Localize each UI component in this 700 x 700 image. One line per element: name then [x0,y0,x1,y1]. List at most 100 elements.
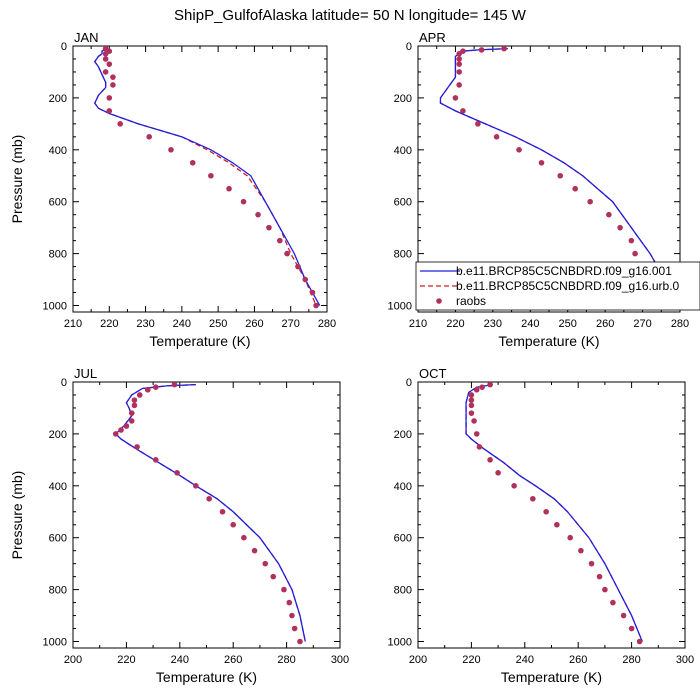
raobs-point [284,250,290,257]
raobs-point [286,599,293,606]
y-tick-label: 800 [394,249,412,261]
raobs-point [144,386,151,393]
raobs-point [628,237,635,244]
raobs-point [240,198,247,205]
y-tick-label: 600 [394,197,412,209]
raobs-point [255,211,261,218]
x-tick-label: 210 [409,318,427,330]
y-tick-label: 600 [49,533,67,545]
raobs-point [208,172,214,179]
raobs-point [578,547,584,554]
raobs-point [146,134,152,140]
legend-label: b.e11.BRCP85C5CNBDRD.f09_g16.001 [456,264,672,278]
raobs-point [262,560,269,567]
figure-title: ShipP_GulfofAlaska latitude= 50 N longit… [174,7,527,24]
raobs-point [493,134,500,140]
raobs-point [241,534,247,541]
raobs-point [456,82,462,88]
raobs-point [106,108,113,114]
raobs-point [206,495,212,502]
raobs-point [452,95,459,101]
series-group [465,382,643,645]
raobs-point [468,397,475,403]
panel-jul: JUL 200 220 240 260 280 300 0 200 400 600 800 1000 Te… [9,366,349,685]
raobs-point [636,638,643,645]
x-axis-label: Temperature (K) [498,333,599,349]
raobs-point [588,560,595,567]
raobs-point [110,74,116,80]
x-axis-label: Temperature (K) [149,333,250,349]
raobs-point [193,483,199,489]
raobs-point [189,159,196,166]
raobs-point [468,410,475,416]
raobs-point [456,50,462,57]
raobs-point [596,573,603,580]
raobs-point [628,625,635,632]
raobs-point [277,237,283,244]
raobs-point [112,431,119,437]
x-tick-label: 260 [569,654,587,666]
y-tick-label: 200 [49,93,67,105]
x-tick-label: 300 [331,654,349,666]
raobs-point [128,410,135,416]
raobs-point [487,457,493,463]
raobs-point [266,224,272,231]
raobs-point [281,586,287,593]
x-tick-label: 230 [484,318,502,330]
raobs-point [516,147,522,153]
x-tick-label: 250 [209,318,227,330]
legend-label: raobs [456,294,486,308]
y-tick-label: 800 [49,249,67,261]
raobs-point [251,547,258,554]
series-group [93,46,321,309]
x-axis-label: Temperature (K) [501,669,602,685]
raobs-point [134,444,140,450]
y-tick-label: 200 [394,93,412,105]
raobs-point [102,50,109,57]
raobs-point [473,431,480,437]
y-tick-label: 400 [394,145,412,157]
raobs-point [475,121,481,127]
y-tick-label: 1000 [388,301,412,313]
raobs-point [117,121,123,127]
raobs-point [478,47,485,53]
raobs-point [572,185,578,192]
panel-oct: OCT 200 220 240 260 280 300 0 200 400 600 800 1000 Te… [388,366,695,685]
x-tick-label: 240 [171,654,189,666]
raobs-point [289,612,295,619]
y-tick-label: 0 [406,41,412,53]
raobs-point [106,61,113,67]
raobs-point [487,382,493,388]
plot-frame [72,381,341,649]
y-axis-label: Pressure (mb) [9,135,25,224]
x-tick-label: 280 [318,318,336,330]
y-tick-label: 600 [394,533,412,545]
raobs-point [606,211,612,218]
y-axis-label: Pressure (mb) [9,471,25,560]
raobs-point [302,276,309,283]
panels: JAN 210 220 230 240 250 260 270 280 0 200 400 600 800… [9,30,700,685]
series-group [112,382,306,645]
raobs-point [131,397,138,403]
x-tick-label: 270 [633,318,651,330]
raobs-point [530,495,536,502]
x-tick-label: 240 [521,318,539,330]
y-tick-label: 800 [394,585,412,597]
series-line-001 [114,383,306,642]
series-line-001 [465,383,643,642]
x-tick-label: 270 [282,318,300,330]
panel-label: JAN [74,30,99,45]
series-line-urb [465,383,643,642]
series-line-urb [114,383,306,642]
x-tick-label: 200 [64,654,82,666]
x-tick-label: 280 [622,654,640,666]
legend-marker-raobs [436,298,442,304]
y-tick-label: 600 [49,197,67,209]
raobs-point [313,302,319,309]
raobs-point [297,638,303,645]
raobs-point [456,69,462,75]
panel-label: OCT [419,366,447,381]
y-tick-label: 1000 [43,637,67,649]
legend-label: b.e11.BRCP85C5CNBDRD.f09_g16.urb.0 [456,279,680,293]
